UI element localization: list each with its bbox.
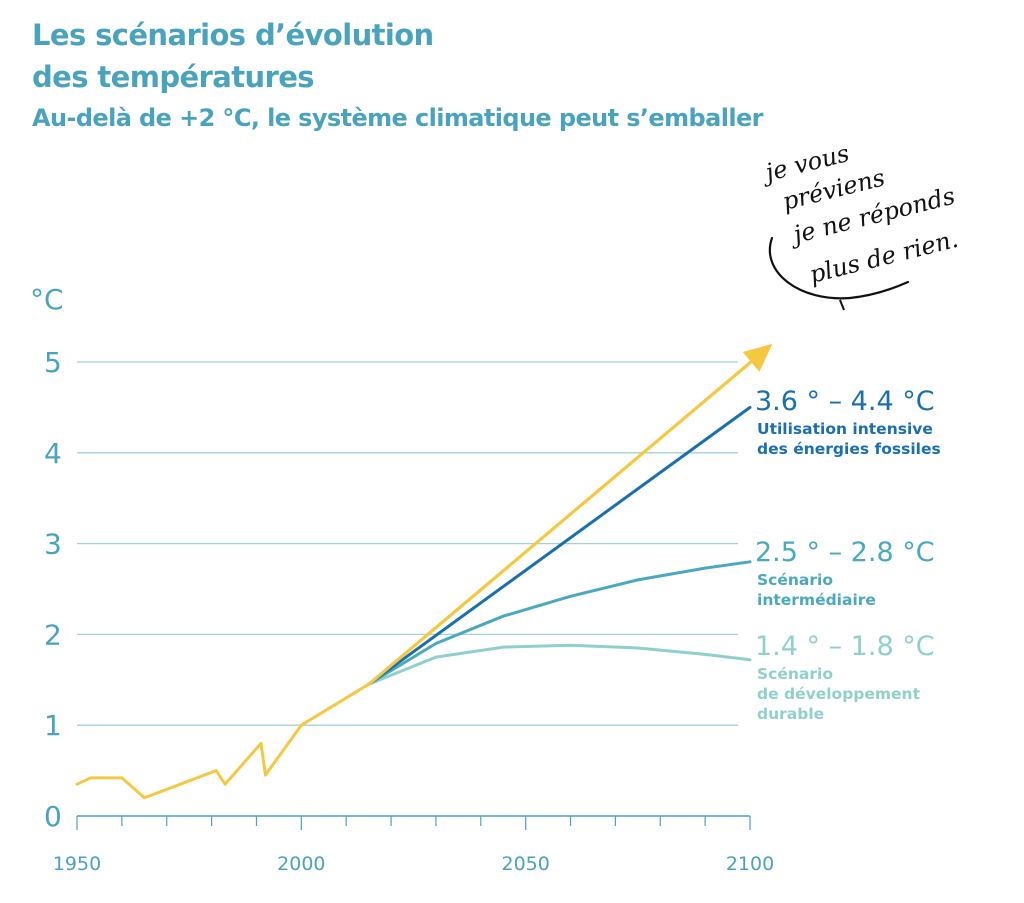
- grid-lines: [77, 361, 738, 726]
- series-line-0: [367, 405, 752, 686]
- scenario-name-0-line-0: Utilisation intensive: [757, 420, 933, 438]
- y-axis-unit: °C: [30, 283, 64, 316]
- data-lines: [75, 343, 773, 800]
- scenario-name-2-line-2: durable: [757, 705, 824, 723]
- y-tick-label-0: 0: [44, 800, 62, 833]
- scenario-name-0-line-1: des énergies fossiles: [757, 440, 941, 458]
- scenario-range-1: 2.5 ° – 2.8 °C: [755, 537, 935, 568]
- scenario-range-2: 1.4 ° – 1.8 °C: [755, 631, 935, 662]
- scenario-name-2-line-1: de développement: [757, 685, 921, 703]
- x-tick-label-1950: 1950: [53, 853, 101, 875]
- chart-title-line-1: Les scénarios d’évolution: [32, 18, 434, 52]
- y-tick-label-4: 4: [44, 437, 62, 470]
- scenario-name-2-line-0: Scénario: [757, 665, 833, 683]
- y-tick-label-3: 3: [44, 528, 62, 561]
- handwritten-note-tick: [839, 299, 845, 311]
- handwritten-note-curve: [768, 236, 910, 300]
- y-tick-label-1: 1: [44, 709, 62, 742]
- warming-arrow-head: [742, 343, 773, 372]
- series-line-1: [367, 560, 752, 686]
- axes: 0 1 2 3 4 5 °C 1950 2000 2050 2100: [30, 283, 774, 875]
- x-tick-label-2100: 2100: [726, 853, 774, 875]
- y-tick-label-5: 5: [44, 346, 62, 379]
- scenario-labels: 3.6 ° – 4.4 °C Utilisation intensive des é…: [755, 386, 941, 723]
- warming-arrow-shaft: [367, 360, 753, 686]
- chart-title-line-2: des températures: [32, 60, 315, 94]
- x-tick-label-2050: 2050: [501, 853, 549, 875]
- scenario-name-1-line-0: Scénario: [757, 571, 833, 589]
- historical-line: [75, 682, 371, 800]
- handwritten-note: je vous préviens je ne réponds plus de r…: [758, 139, 961, 311]
- chart-subtitle: Au-delà de +2 °C, le système climatique …: [32, 104, 763, 132]
- y-tick-label-2: 2: [44, 618, 62, 651]
- series-line-2: [367, 643, 752, 686]
- x-tick-label-2000: 2000: [277, 853, 325, 875]
- scenario-name-1-line-1: intermédiaire: [757, 591, 876, 609]
- chart-title: Les scénarios d’évolution des températur…: [32, 14, 434, 98]
- scenario-range-0: 3.6 ° – 4.4 °C: [755, 386, 935, 417]
